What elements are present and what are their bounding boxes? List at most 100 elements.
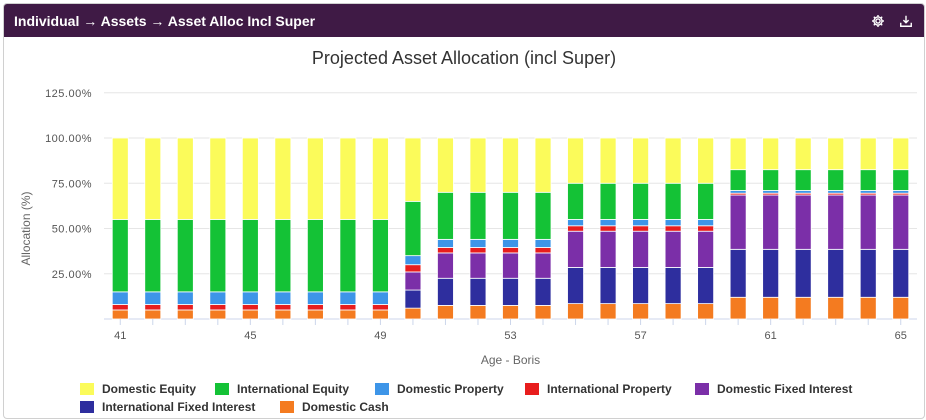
legend-item[interactable]: International Property: [525, 382, 672, 396]
bar-segment[interactable]: [241, 304, 259, 311]
bar-segment[interactable]: [437, 277, 454, 306]
bar-segment[interactable]: [274, 304, 292, 311]
bar-segment[interactable]: [664, 230, 682, 268]
bar-segment[interactable]: [339, 137, 357, 220]
bar-segment[interactable]: [859, 248, 877, 298]
bar-segment[interactable]: [502, 252, 519, 279]
bar-segment[interactable]: [404, 200, 422, 257]
bar-segment[interactable]: [794, 190, 812, 194]
bar-segment[interactable]: [794, 169, 812, 191]
bar-segment[interactable]: [599, 182, 617, 220]
bar-segment[interactable]: [339, 309, 357, 320]
bar-segment[interactable]: [437, 247, 454, 254]
bar-segment[interactable]: [306, 304, 324, 311]
bar-segment[interactable]: [599, 267, 617, 305]
bar-segment[interactable]: [437, 238, 454, 248]
bar-segment[interactable]: [827, 194, 845, 250]
bar-segment[interactable]: [176, 291, 194, 305]
bar-segment[interactable]: [209, 304, 227, 311]
legend-item[interactable]: Domestic Property: [375, 382, 504, 396]
bar-segment[interactable]: [697, 225, 715, 232]
bar-segment[interactable]: [534, 305, 552, 320]
bar-segment[interactable]: [762, 169, 780, 191]
bar-segment[interactable]: [827, 190, 845, 194]
bar-segment[interactable]: [404, 137, 422, 202]
bar-segment[interactable]: [632, 137, 649, 184]
bar-segment[interactable]: [534, 277, 552, 306]
bar-segment[interactable]: [599, 137, 617, 184]
bar-segment[interactable]: [241, 291, 259, 305]
bar-segment[interactable]: [729, 194, 747, 250]
bar-segment[interactable]: [111, 291, 129, 305]
bar-segment[interactable]: [469, 238, 487, 248]
bar-segment[interactable]: [306, 137, 324, 220]
bar-segment[interactable]: [664, 303, 682, 320]
bar-segment[interactable]: [372, 309, 389, 320]
bar-segment[interactable]: [859, 190, 877, 194]
bar-segment[interactable]: [209, 219, 227, 293]
bar-segment[interactable]: [892, 190, 910, 194]
bar-segment[interactable]: [534, 252, 552, 279]
bar-segment[interactable]: [632, 303, 649, 320]
bar-segment[interactable]: [372, 137, 389, 220]
bar-segment[interactable]: [469, 252, 487, 279]
bar-segment[interactable]: [632, 230, 649, 268]
bar-segment[interactable]: [144, 309, 162, 320]
bar-segment[interactable]: [502, 305, 519, 320]
bar-segment[interactable]: [306, 291, 324, 305]
legend-item[interactable]: Domestic Equity: [80, 382, 196, 396]
bar-segment[interactable]: [437, 305, 454, 320]
bar-segment[interactable]: [664, 267, 682, 305]
bar-segment[interactable]: [892, 248, 910, 298]
bar-segment[interactable]: [567, 182, 584, 220]
bar-segment[interactable]: [567, 137, 584, 184]
bar-segment[interactable]: [664, 219, 682, 227]
bar-segment[interactable]: [729, 137, 747, 171]
bar-segment[interactable]: [599, 303, 617, 320]
bar-segment[interactable]: [306, 219, 324, 293]
bar-segment[interactable]: [664, 182, 682, 220]
bar-segment[interactable]: [111, 137, 129, 220]
bar-segment[interactable]: [697, 219, 715, 227]
bar-segment[interactable]: [762, 137, 780, 171]
bar-segment[interactable]: [567, 225, 584, 232]
bar-segment[interactable]: [664, 137, 682, 184]
bar-segment[interactable]: [892, 169, 910, 191]
bar-segment[interactable]: [762, 296, 780, 320]
bar-segment[interactable]: [859, 137, 877, 171]
bar-segment[interactable]: [632, 219, 649, 227]
gear-icon[interactable]: [870, 13, 886, 29]
bar-segment[interactable]: [664, 225, 682, 232]
legend-item[interactable]: International Fixed Interest: [80, 400, 255, 414]
bar-segment[interactable]: [469, 247, 487, 254]
bar-segment[interactable]: [469, 137, 487, 193]
bar-segment[interactable]: [144, 291, 162, 305]
legend-item[interactable]: Domestic Cash: [280, 400, 389, 414]
bar-segment[interactable]: [241, 219, 259, 293]
bar-segment[interactable]: [534, 137, 552, 193]
bar-segment[interactable]: [794, 296, 812, 320]
bar-segment[interactable]: [111, 219, 129, 293]
bar-segment[interactable]: [599, 230, 617, 268]
bar-segment[interactable]: [437, 191, 454, 240]
bar-segment[interactable]: [404, 307, 422, 320]
bar-segment[interactable]: [794, 194, 812, 250]
bar-segment[interactable]: [892, 296, 910, 320]
bar-segment[interactable]: [372, 304, 389, 311]
bar-segment[interactable]: [794, 248, 812, 298]
bar-segment[interactable]: [827, 169, 845, 191]
bar-segment[interactable]: [176, 137, 194, 220]
bar-segment[interactable]: [404, 271, 422, 291]
bar-segment[interactable]: [567, 219, 584, 227]
bar-segment[interactable]: [274, 309, 292, 320]
bar-segment[interactable]: [437, 252, 454, 279]
bar-segment[interactable]: [697, 303, 715, 320]
bar-segment[interactable]: [502, 238, 519, 248]
bar-segment[interactable]: [502, 137, 519, 193]
bar-segment[interactable]: [599, 225, 617, 232]
bar-segment[interactable]: [404, 255, 422, 266]
bar-segment[interactable]: [111, 304, 129, 311]
bar-segment[interactable]: [859, 296, 877, 320]
bar-segment[interactable]: [697, 182, 715, 220]
bar-segment[interactable]: [729, 248, 747, 298]
